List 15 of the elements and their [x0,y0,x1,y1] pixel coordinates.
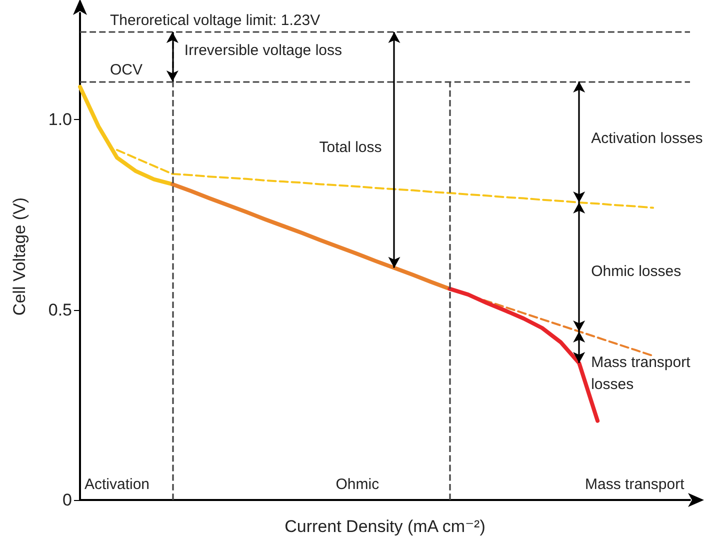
ref-line-label: Theroretical voltage limit: 1.23V [110,12,320,30]
annotation: Ohmic [336,474,380,495]
annotation: Ohmic losses [591,262,682,282]
ref-line-label: OCV [110,61,143,78]
x-axis-title: Current Density (mA cm⁻²) [284,517,486,536]
annotation: Total loss [319,138,382,158]
y-tick-label: 1.0 [48,110,72,130]
y-axis-title: Cell Voltage (V) [10,197,29,316]
annotation: Irreversible voltage loss [184,41,342,62]
annotation: Activation losses [591,128,703,149]
y-tick-label: 0 [62,490,72,510]
annotation: Mass transport [585,474,684,495]
annotation: Mass transport losses [591,353,692,396]
annotation: Activation [84,474,150,495]
y-tick-label: 0.5 [48,300,72,320]
